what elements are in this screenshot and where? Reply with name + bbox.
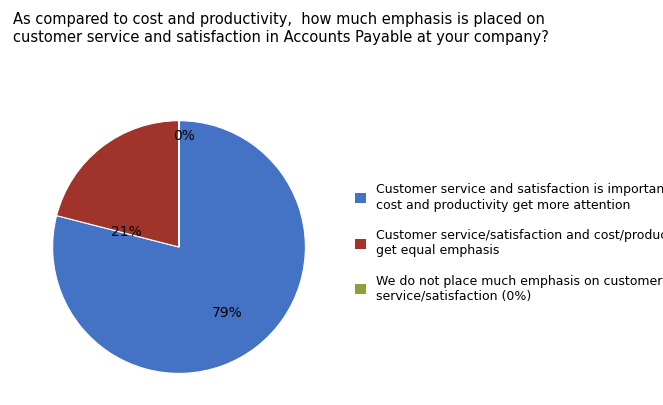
Wedge shape [56, 121, 179, 247]
Legend: Customer service and satisfaction is important but
cost and productivity get mor: Customer service and satisfaction is imp… [351, 180, 663, 306]
Text: 79%: 79% [211, 306, 243, 320]
Text: As compared to cost and productivity,  how much emphasis is placed on
customer s: As compared to cost and productivity, ho… [13, 12, 549, 45]
Wedge shape [52, 121, 306, 373]
Text: 0%: 0% [173, 129, 195, 143]
Text: 21%: 21% [111, 225, 141, 239]
